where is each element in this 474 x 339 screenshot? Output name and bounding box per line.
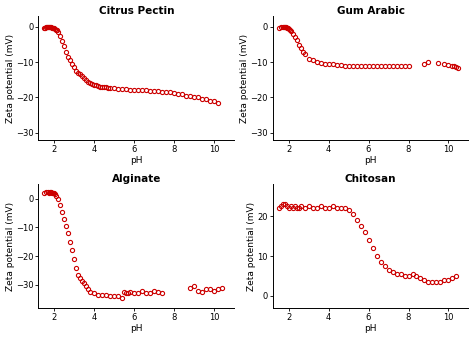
X-axis label: pH: pH: [130, 324, 143, 334]
Title: Citrus Pectin: Citrus Pectin: [99, 5, 174, 16]
X-axis label: pH: pH: [130, 156, 143, 165]
Y-axis label: Zeta potential (mV): Zeta potential (mV): [6, 34, 15, 123]
X-axis label: pH: pH: [365, 156, 377, 165]
Y-axis label: Zeta potential (mV): Zeta potential (mV): [247, 202, 256, 291]
Title: Chitosan: Chitosan: [345, 174, 396, 184]
Title: Alginate: Alginate: [112, 174, 161, 184]
Title: Gum Arabic: Gum Arabic: [337, 5, 404, 16]
Y-axis label: Zeta potential (mV): Zeta potential (mV): [6, 202, 15, 291]
X-axis label: pH: pH: [365, 324, 377, 334]
Y-axis label: Zeta potential (mV): Zeta potential (mV): [240, 34, 249, 123]
